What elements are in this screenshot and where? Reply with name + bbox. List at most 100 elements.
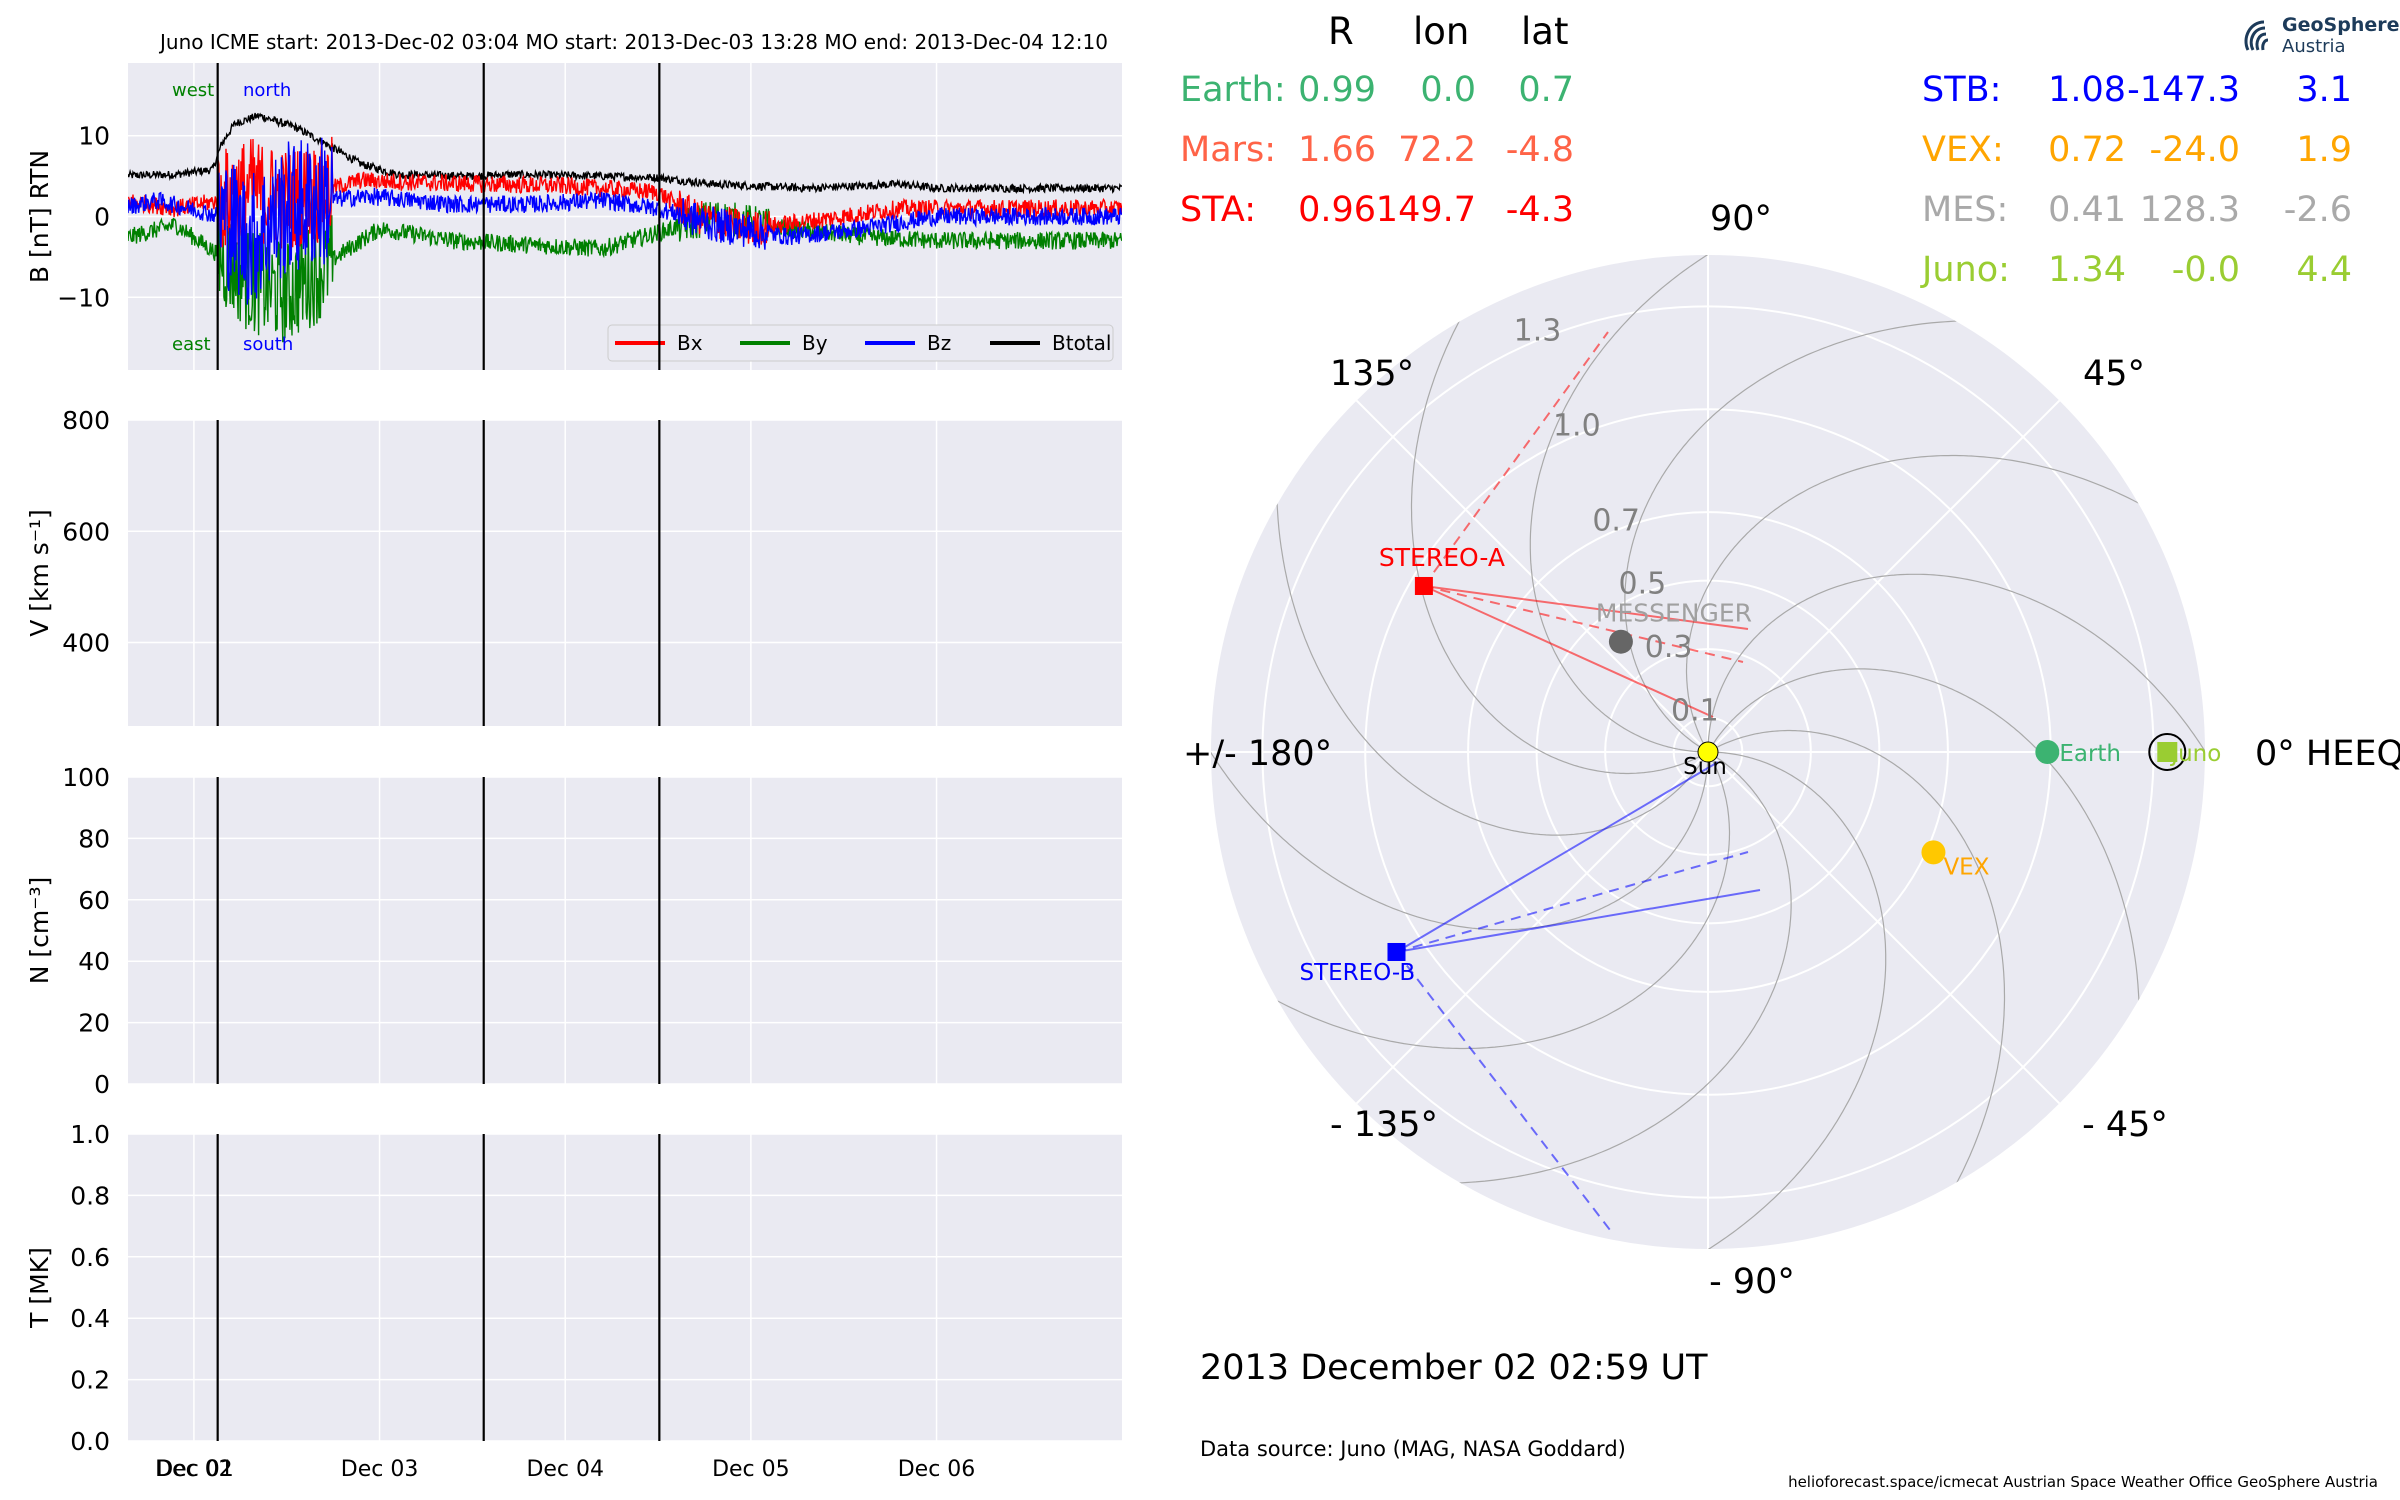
- parker-spiral-line: [1685, 454, 2205, 753]
- position-name: MES:: [1922, 190, 2009, 230]
- marker-stereo-b: [1387, 942, 1406, 961]
- angle-labels: 0° HEEQ 45° 90° 135° +/- 180° - 135° - 90° - 45…: [1183, 199, 2400, 1302]
- position-lat: -4.8: [1505, 130, 1574, 170]
- panel-1: 10 0 −10B [nT] RTN west north east south Bx By Bz…: [25, 63, 1122, 370]
- marker-juno: [2157, 742, 2178, 762]
- y-tick-label: −10: [57, 283, 110, 312]
- label-juno: Juno: [2169, 741, 2221, 767]
- direction-line: [1423, 585, 1714, 718]
- label-sun: Sun: [1683, 754, 1727, 780]
- y-tick-label: 10: [78, 122, 110, 151]
- radial-tick-label: 1.0: [1553, 408, 1601, 443]
- position-r: 1.34: [2048, 250, 2126, 290]
- direction-line: [1395, 761, 1719, 953]
- x-tick-label: Dec 06: [898, 1457, 976, 1482]
- position-lon: 0.0: [1420, 70, 1476, 110]
- series-line-btotal: [128, 112, 1122, 195]
- panel-4: 1.0 0.8 0.6 0.4 0.2 0.0 T [MK]: [25, 1120, 1122, 1456]
- logo-line1: GeoSphere: [2282, 14, 2400, 36]
- radial-tick-label: 0.7: [1592, 503, 1640, 538]
- y-tick-label: 40: [78, 947, 110, 976]
- angle-label: +/- 180°: [1183, 734, 1332, 774]
- position-lon: 72.2: [1398, 130, 1476, 170]
- legend: Bx By Bz Btotal: [607, 324, 1114, 362]
- label-messenger: MESSENGER: [1596, 599, 1752, 628]
- panel-background: [128, 777, 1122, 1084]
- x-tick-label: Dec 01: [156, 1457, 234, 1482]
- header-r: R: [1328, 10, 1354, 53]
- angle-label: 135°: [1330, 354, 1414, 394]
- marker-stereo-a: [1414, 576, 1433, 595]
- direction-line: [1423, 585, 1744, 663]
- position-lon: -0.0: [2171, 250, 2240, 290]
- y-tick-label: 60: [78, 886, 110, 915]
- label-stereo-b: STEREO-B: [1299, 960, 1415, 986]
- y-tick-label: 20: [78, 1009, 110, 1038]
- y-tick-label: 0.0: [70, 1427, 110, 1456]
- position-lat: -2.6: [2283, 190, 2352, 230]
- position-name: Juno:: [1922, 250, 2010, 290]
- panel-background: [128, 1134, 1122, 1441]
- position-r: 1.66: [1298, 130, 1376, 170]
- position-name: Earth:: [1180, 70, 1286, 110]
- angle-label: 90°: [1710, 199, 1772, 239]
- logo-line2: Austria: [2282, 36, 2346, 57]
- parker-spiral-line: [1707, 573, 2205, 840]
- y-axis-label: V [km s⁻¹]: [25, 509, 54, 637]
- y-tick-label: 0: [94, 1070, 110, 1099]
- spacecraft-direction-lines: [1395, 331, 1761, 1231]
- header-lon: lon: [1413, 10, 1470, 53]
- legend-box: [607, 324, 1114, 362]
- y-tick-label: 0.4: [70, 1304, 110, 1333]
- parker-spirals: [1211, 255, 2205, 1249]
- x-tick-label: Dec 05: [712, 1457, 790, 1482]
- parker-spiral-line: [1211, 664, 1709, 931]
- radial-tick-label: 1.3: [1514, 313, 1562, 348]
- direction-line: [1423, 584, 1749, 630]
- marker-messenger: [1608, 629, 1633, 654]
- juno-ring: [2148, 733, 2187, 771]
- position-lat: -4.3: [1505, 190, 1574, 230]
- position-lon: 149.7: [1375, 190, 1476, 230]
- planet-spacecraft-markers: Sun Earth VEX MESSENGER STEREO-A STEREO-B Juno: [1299, 543, 2221, 986]
- legend-label: By: [802, 331, 828, 355]
- y-tick-label: 800: [62, 406, 110, 435]
- parker-spiral-line: [1620, 751, 1887, 1249]
- parker-spiral-line: [1707, 729, 2006, 1249]
- radial-tick-labels: 0.1 0.3 0.5 0.7 1.0 1.3: [1514, 313, 1719, 728]
- position-lat: 3.1: [2296, 70, 2352, 110]
- direction-line: [1396, 851, 1749, 953]
- marker-vex: [1921, 840, 1946, 865]
- data-source-label: Data source: Juno (MAG, NASA Goddard): [1200, 1437, 1626, 1461]
- parker-spiral-line: [1276, 405, 1709, 836]
- angle-label: - 90°: [1709, 1262, 1795, 1302]
- position-r: 1.08: [2048, 70, 2126, 110]
- date-label: 2013 December 02 02:59 UT: [1200, 1348, 1708, 1388]
- position-lon: 128.3: [2139, 190, 2240, 230]
- parker-spiral-line: [1410, 255, 1709, 775]
- legend-label: Btotal: [1052, 331, 1111, 355]
- x-tick-label: Dec 04: [526, 1457, 604, 1482]
- annot-north: north: [243, 80, 291, 101]
- radial-tick-label: 0.1: [1671, 693, 1719, 728]
- series-line-bz: [128, 137, 1122, 305]
- y-tick-label: 1.0: [70, 1120, 110, 1149]
- radial-tick-label: 0.5: [1619, 567, 1667, 602]
- label-earth: Earth: [2059, 741, 2121, 767]
- label-vex: VEX: [1943, 854, 1989, 880]
- annot-east: east: [172, 334, 211, 355]
- y-tick-label: 400: [62, 629, 110, 658]
- x-tick-label: Dec 03: [341, 1457, 419, 1482]
- polar-orbit-plot: 0.1 0.3 0.5 0.7 1.0 1.3 0° HEEQ 45° 90° 135° +/- …: [1183, 199, 2400, 1302]
- parker-spiral-line: [1707, 668, 2140, 1099]
- panel-2: 800 600 400 V [km s⁻¹]: [25, 406, 1122, 726]
- logo-swirl-icon: [2244, 20, 2269, 51]
- y-tick-label: 600: [62, 517, 110, 546]
- position-lat: 0.7: [1518, 70, 1574, 110]
- timeseries-title: Juno ICME start: 2013-Dec-02 03:04 MO st…: [158, 30, 1108, 54]
- legend-label: Bz: [927, 331, 951, 355]
- position-lon: -24.0: [2149, 130, 2240, 170]
